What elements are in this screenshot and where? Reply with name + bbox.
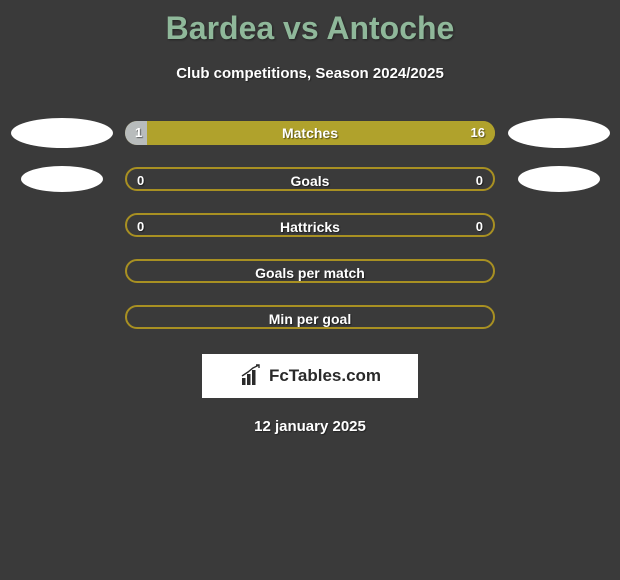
stat-label: Matches bbox=[125, 121, 495, 145]
avatar-left-slot bbox=[4, 115, 119, 151]
avatar-right-slot bbox=[501, 207, 616, 243]
avatar-right-slot bbox=[501, 299, 616, 335]
avatar-right-slot bbox=[501, 253, 616, 289]
avatar-right-slot bbox=[501, 115, 616, 151]
page-title: Bardea vs Antoche bbox=[0, 0, 620, 47]
avatar-left-slot bbox=[4, 207, 119, 243]
stat-bar: 00Goals bbox=[125, 167, 495, 191]
stat-bar: Min per goal bbox=[125, 305, 495, 329]
stat-row: Goals per match bbox=[0, 248, 620, 294]
stat-label: Min per goal bbox=[127, 307, 493, 329]
stat-bar: 116Matches bbox=[125, 121, 495, 145]
stat-row: 00Goals bbox=[0, 156, 620, 202]
logo-text: FcTables.com bbox=[269, 366, 381, 386]
stat-label: Goals bbox=[127, 169, 493, 191]
date-label: 12 january 2025 bbox=[0, 418, 620, 435]
stat-row: 00Hattricks bbox=[0, 202, 620, 248]
player-avatar-left bbox=[11, 118, 113, 148]
logo-wrap: FcTables.com bbox=[0, 354, 620, 398]
site-logo: FcTables.com bbox=[202, 354, 418, 398]
player-avatar-right bbox=[518, 166, 600, 192]
avatar-right-slot bbox=[501, 161, 616, 197]
stat-bar: Goals per match bbox=[125, 259, 495, 283]
stat-rows-container: 116Matches 00Goals 00Hattricks Goals per ma… bbox=[0, 110, 620, 340]
avatar-left-slot bbox=[4, 161, 119, 197]
avatar-left-slot bbox=[4, 299, 119, 335]
stat-label: Hattricks bbox=[127, 215, 493, 237]
chart-icon bbox=[239, 364, 263, 388]
player-avatar-right bbox=[508, 118, 610, 148]
player-avatar-left bbox=[21, 166, 103, 192]
stat-bar: 00Hattricks bbox=[125, 213, 495, 237]
stat-row: 116Matches bbox=[0, 110, 620, 156]
stat-row: Min per goal bbox=[0, 294, 620, 340]
subtitle: Club competitions, Season 2024/2025 bbox=[0, 65, 620, 82]
stat-label: Goals per match bbox=[127, 261, 493, 283]
avatar-left-slot bbox=[4, 253, 119, 289]
